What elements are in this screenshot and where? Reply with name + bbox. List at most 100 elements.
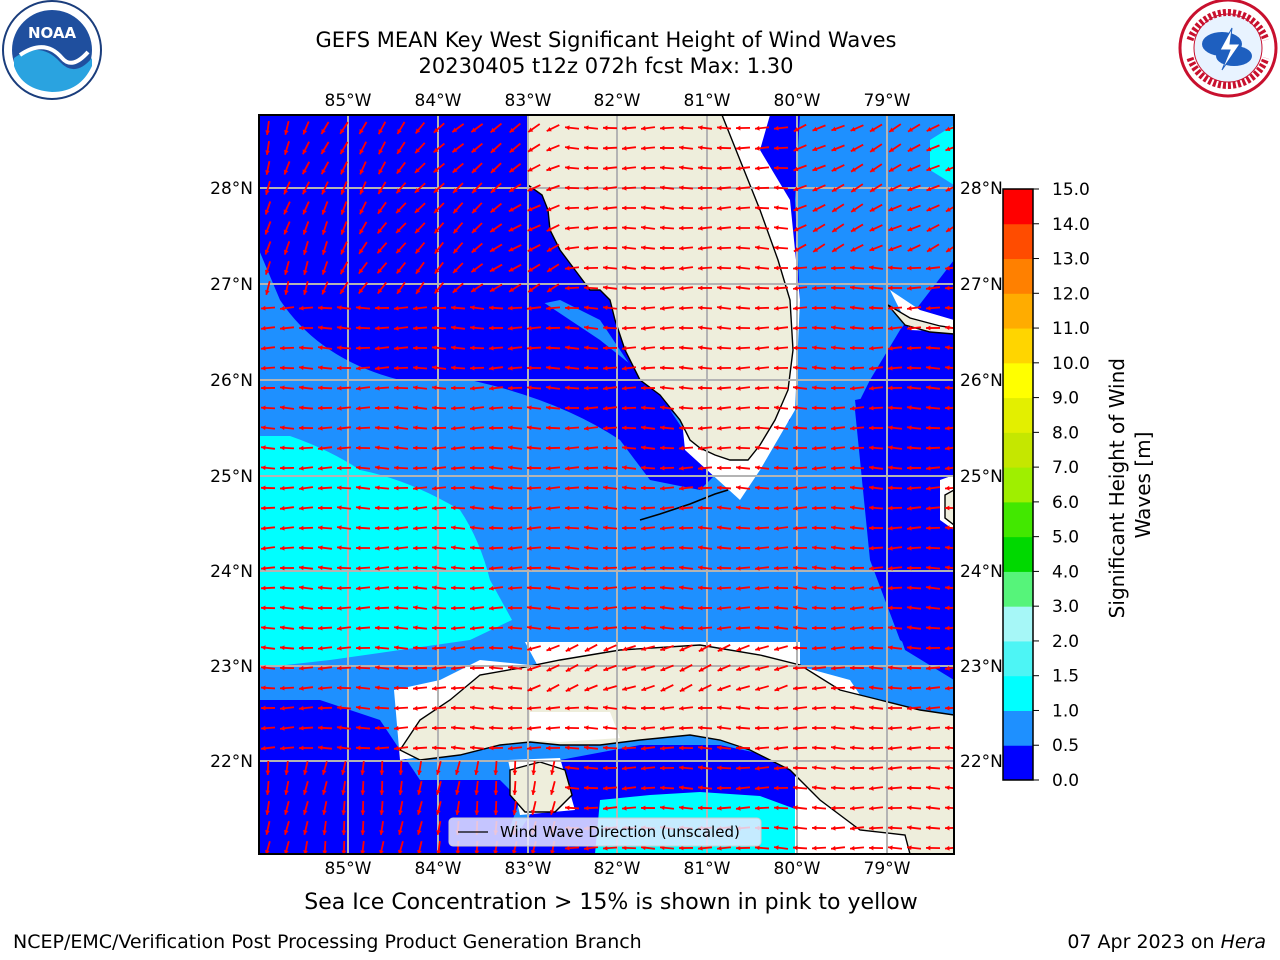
wave-direction-arrow xyxy=(697,785,713,791)
wave-direction-arrow xyxy=(773,225,789,231)
wave-direction-arrow xyxy=(564,845,580,851)
wave-direction-arrow xyxy=(488,325,504,331)
wave-direction-arrow xyxy=(678,805,694,811)
wave-direction-arrow xyxy=(493,800,499,816)
wave-direction-arrow xyxy=(260,645,276,651)
wave-direction-arrow xyxy=(868,425,884,431)
wave-direction-arrow xyxy=(849,425,865,431)
wave-direction-arrow xyxy=(398,820,404,836)
wave-direction-arrow xyxy=(792,745,808,751)
wave-direction-arrow xyxy=(736,685,750,691)
wave-direction-arrow xyxy=(679,664,693,672)
wave-direction-arrow xyxy=(507,465,523,471)
colorbar-swatch xyxy=(1003,362,1033,399)
wave-direction-arrow xyxy=(283,161,291,175)
wave-direction-arrow xyxy=(317,345,333,351)
wave-direction-arrow xyxy=(341,820,347,836)
wave-direction-arrow xyxy=(830,725,846,731)
wave-direction-arrow xyxy=(850,124,864,132)
wave-direction-arrow xyxy=(322,800,328,816)
wave-direction-arrow xyxy=(925,485,941,491)
wave-direction-arrow xyxy=(925,505,941,511)
wave-direction-arrow xyxy=(377,181,387,195)
wave-direction-arrow xyxy=(360,760,366,776)
wave-direction-arrow xyxy=(659,365,675,371)
wave-direction-arrow xyxy=(260,545,276,551)
wave-direction-arrow xyxy=(621,605,637,611)
wave-direction-arrow xyxy=(302,781,309,795)
wave-direction-arrow xyxy=(887,765,903,771)
wave-direction-arrow xyxy=(393,645,409,651)
nws-logo-icon xyxy=(1178,0,1278,98)
wave-direction-arrow xyxy=(926,164,940,172)
wave-direction-arrow xyxy=(355,625,371,631)
wave-direction-arrow xyxy=(716,805,732,811)
wave-direction-arrow xyxy=(374,525,390,531)
wave-direction-arrow xyxy=(508,224,522,232)
wave-direction-arrow xyxy=(792,785,808,791)
wave-direction-arrow xyxy=(545,425,561,431)
wave-direction-arrow xyxy=(868,385,884,391)
wave-direction-arrow xyxy=(906,845,922,851)
chart-title: GEFS MEAN Key West Significant Height of… xyxy=(315,28,897,52)
colorbar-swatch xyxy=(1003,606,1033,642)
wave-direction-arrow xyxy=(452,222,464,234)
wave-direction-arrow xyxy=(507,445,523,451)
wave-direction-arrow xyxy=(565,683,579,693)
wave-direction-arrow xyxy=(697,265,713,271)
wave-direction-arrow xyxy=(887,585,903,591)
wave-direction-arrow xyxy=(414,182,426,194)
wave-direction-arrow xyxy=(583,125,599,131)
wave-direction-arrow xyxy=(831,124,845,132)
wave-direction-arrow xyxy=(322,840,328,854)
wave-direction-arrow xyxy=(792,805,808,811)
wave-direction-arrow xyxy=(622,645,636,652)
wave-direction-arrow xyxy=(659,445,675,451)
wave-direction-arrow xyxy=(583,505,599,511)
wave-direction-arrow xyxy=(830,485,846,491)
wave-direction-arrow xyxy=(716,765,732,771)
wave-direction-arrow xyxy=(431,385,447,391)
wave-direction-arrow xyxy=(336,345,352,351)
wave-direction-arrow xyxy=(507,305,523,311)
wave-direction-arrow xyxy=(945,146,954,152)
wave-direction-arrow xyxy=(925,665,941,671)
wave-direction-arrow xyxy=(640,305,656,311)
wave-direction-arrow xyxy=(887,365,903,371)
wave-direction-arrow xyxy=(621,265,637,271)
wave-direction-arrow xyxy=(735,465,751,471)
wave-direction-arrow xyxy=(393,385,409,391)
colorbar-tick-label: 1.5 xyxy=(1052,667,1079,687)
wave-direction-arrow xyxy=(452,182,464,194)
wave-direction-arrow xyxy=(374,585,390,591)
wave-direction-arrow xyxy=(509,122,521,134)
wave-direction-arrow xyxy=(414,202,426,214)
wave-direction-arrow xyxy=(602,505,618,511)
wave-direction-arrow xyxy=(659,625,675,631)
wave-direction-arrow xyxy=(431,645,447,651)
wave-direction-arrow xyxy=(393,525,409,531)
wave-direction-arrow xyxy=(868,525,884,531)
wave-direction-arrow xyxy=(545,545,561,551)
wave-direction-arrow xyxy=(355,585,371,591)
wave-direction-arrow xyxy=(317,725,333,731)
colorbar-swatch xyxy=(1003,397,1033,433)
wave-direction-arrow xyxy=(774,684,788,692)
wave-direction-arrow xyxy=(716,545,732,551)
wave-direction-arrow xyxy=(678,845,694,851)
wave-direction-arrow xyxy=(526,405,542,411)
axis-ticks: 85°W 85°W 84°W 84°W 83°W 83°W 82°W 82°W 81°W 81°W… xyxy=(210,91,1003,879)
wave-direction-arrow xyxy=(945,186,954,192)
wave-direction-arrow xyxy=(583,765,599,771)
wave-direction-arrow xyxy=(868,785,884,791)
wave-direction-arrow xyxy=(640,545,656,551)
wave-direction-arrow xyxy=(431,625,447,631)
wave-direction-arrow xyxy=(284,261,290,275)
wave-direction-arrow xyxy=(564,345,580,351)
wave-direction-arrow xyxy=(431,305,447,311)
wave-direction-arrow xyxy=(640,785,656,791)
colorbar-tick-label: 1.0 xyxy=(1052,701,1079,721)
wave-direction-arrow xyxy=(602,125,618,131)
lon-tick-bottom: 79°W xyxy=(864,859,911,879)
wave-direction-arrow xyxy=(621,485,637,491)
